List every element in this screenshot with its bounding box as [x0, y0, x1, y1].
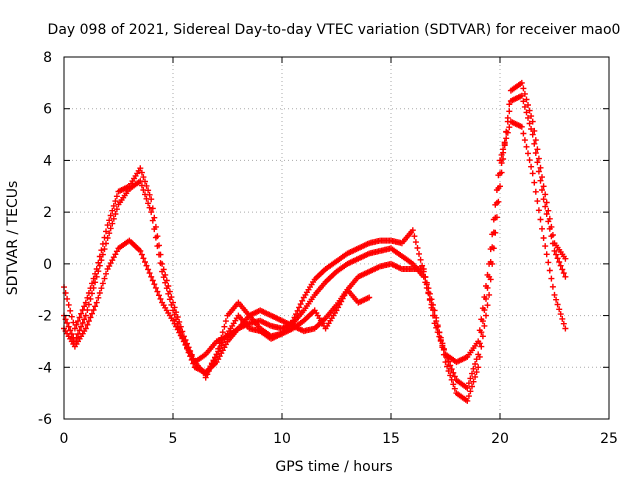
series-track-4	[202, 286, 373, 381]
y-tick-label: -4	[38, 360, 52, 376]
y-tick-label: 2	[43, 205, 52, 221]
series-markers	[202, 286, 373, 381]
x-tick-label: 25	[600, 431, 618, 447]
x-tick-label: 5	[169, 431, 178, 447]
x-tick-label: 0	[60, 431, 69, 447]
y-tick-label: -6	[38, 412, 52, 428]
x-tick-label: 15	[382, 431, 400, 447]
chart-title: Day 098 of 2021, Sidereal Day-to-day VTE…	[48, 22, 621, 38]
y-axis-label: SDTVAR / TECUs	[5, 181, 21, 296]
y-tick-label: -2	[38, 309, 52, 325]
x-axis-label: GPS time / hours	[275, 459, 392, 475]
plot-frame	[63, 56, 610, 420]
x-tick-label: 10	[273, 431, 291, 447]
y-tick-label: 4	[43, 153, 52, 169]
y-tick-label: 6	[43, 102, 52, 118]
x-tick-label: 20	[491, 431, 509, 447]
y-tick-label: 8	[43, 50, 52, 66]
y-tick-label: 0	[43, 257, 52, 273]
axis-ticks: 0 5 10 15 20 25 -6 -4 -2 0 2 4 6 8	[38, 50, 618, 447]
